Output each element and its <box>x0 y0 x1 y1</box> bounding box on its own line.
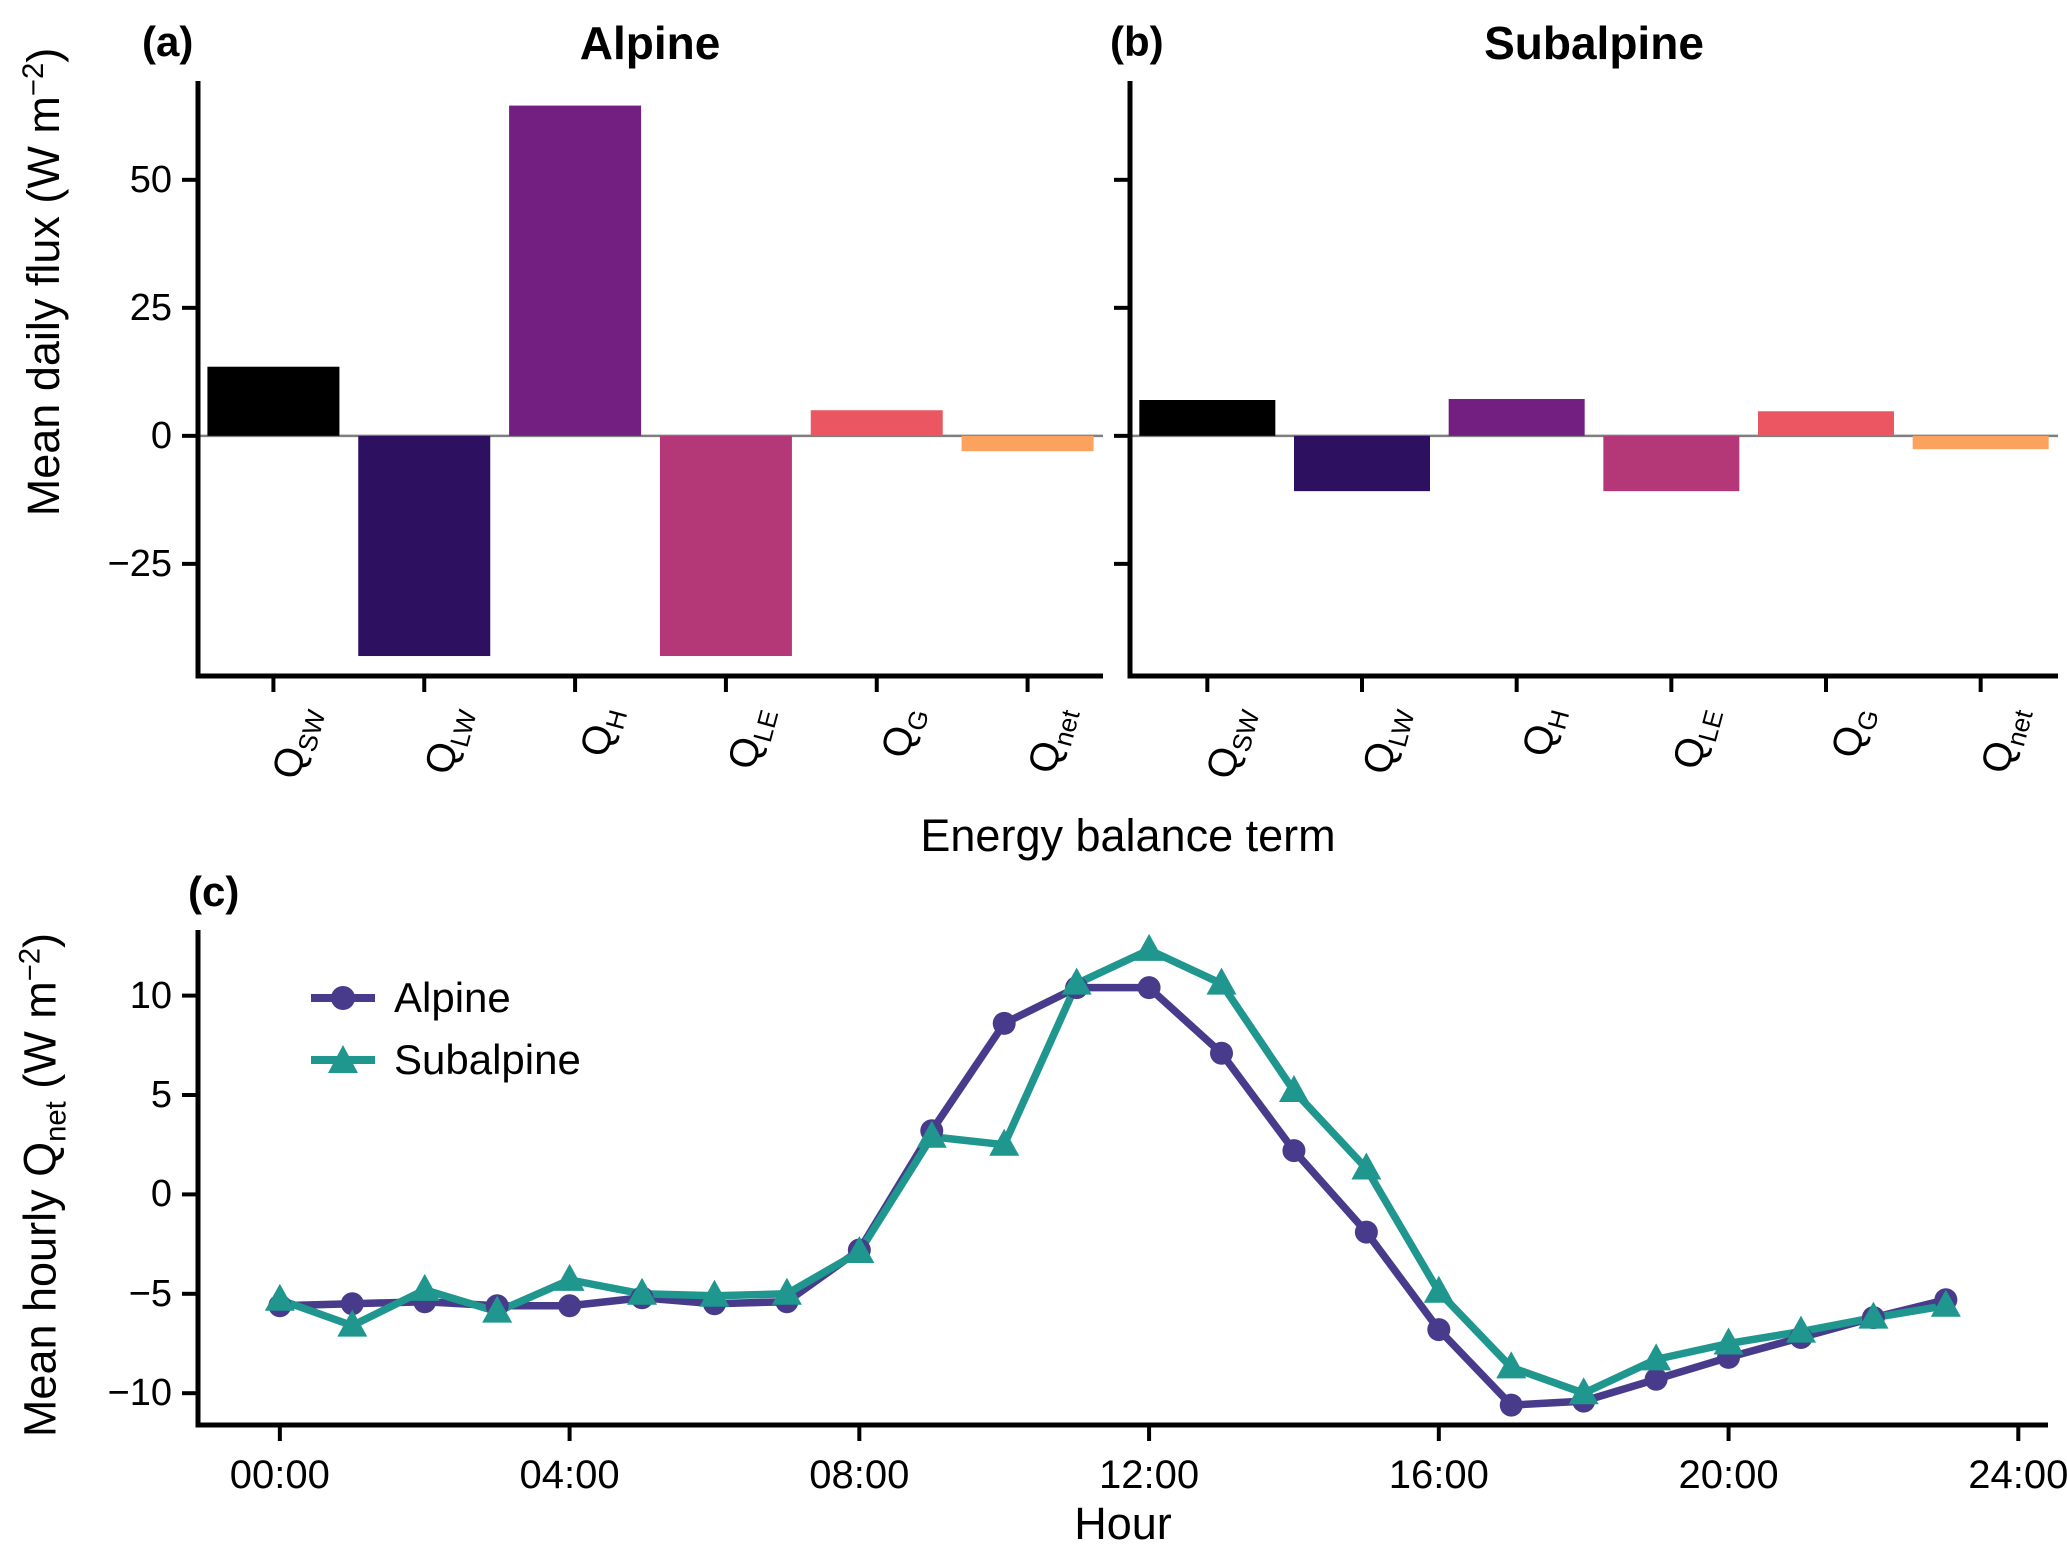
marker-alpine-h17 <box>1499 1393 1523 1417</box>
y-axis-label-hourly-qnet-units: (W m <box>14 981 66 1102</box>
panel-a-title: Alpine <box>579 17 721 69</box>
marker-subalpine-h20 <box>1713 1327 1744 1355</box>
marker-subalpine-h7 <box>771 1277 802 1305</box>
panel-c-xtick-label-12:00: 12:00 <box>1099 1453 1200 1497</box>
y-axis-label-hourly-qnet: Mean hourly Qnet (W m−2) <box>15 933 74 1437</box>
marker-subalpine-h21 <box>1785 1315 1816 1343</box>
alpine-line-circle-marker <box>311 986 375 1010</box>
panel-a-ytick-label--25: −25 <box>107 542 172 585</box>
marker-subalpine-h14 <box>1278 1075 1309 1103</box>
marker-alpine-h15 <box>1354 1220 1378 1244</box>
panel-a-ytick-label-25: 25 <box>129 286 172 329</box>
legend-label-subalpine: Subalpine <box>394 1036 581 1083</box>
marker-subalpine-h17 <box>1496 1351 1527 1379</box>
marker-alpine-h19 <box>1644 1367 1668 1391</box>
bar-panel-b-QLE <box>1603 435 1740 492</box>
bar-panel-a-QLE <box>659 435 792 657</box>
bar-panel-b-QLW <box>1294 435 1430 492</box>
marker-subalpine-h6 <box>699 1279 730 1307</box>
line-series-alpine <box>276 983 1950 1409</box>
x-axis-label-energy-balance-term: Energy balance term <box>920 810 1336 861</box>
marker-alpine-h10 <box>992 1011 1016 1035</box>
line-series-subalpine <box>276 946 1950 1397</box>
marker-subalpine-h16 <box>1423 1275 1454 1303</box>
panel-a-ytick-label-50: 50 <box>129 158 172 201</box>
marker-alpine-h13 <box>1210 1041 1234 1065</box>
marker-alpine-h14 <box>1282 1139 1306 1163</box>
panel-c-xtick-label-20:00: 20:00 <box>1678 1453 1779 1497</box>
marker-subalpine-h19 <box>1641 1343 1672 1371</box>
y-axis-label-hourly-qnet-exponent: −2 <box>14 947 47 982</box>
legend-item-alpine: Alpine <box>308 972 581 1024</box>
panel-a-letter: (a) <box>142 18 194 65</box>
marker-subalpine-h9 <box>916 1120 947 1148</box>
marker-subalpine-h4 <box>554 1263 585 1291</box>
marker-subalpine-h22 <box>1858 1301 1889 1329</box>
y-axis-label-hourly-qnet-text: Mean hourly Q <box>14 1141 66 1438</box>
marker-alpine-h1 <box>340 1292 364 1316</box>
bar-panel-b-QG <box>1758 411 1894 436</box>
marker-subalpine-h23 <box>1930 1289 1961 1317</box>
panel-c-ytick-label--10: −10 <box>107 1372 172 1415</box>
marker-subalpine-h3 <box>482 1295 513 1323</box>
bar-panel-b-Qnet <box>1912 435 2049 450</box>
marker-subalpine-h2 <box>409 1273 440 1301</box>
marker-subalpine-h1 <box>337 1309 368 1337</box>
bar-panel-a-Qnet <box>961 435 1094 452</box>
marker-subalpine-h8 <box>844 1236 875 1264</box>
y-axis-label-hourly-qnet-subscript: net <box>40 1101 73 1142</box>
marker-subalpine-h13 <box>1206 967 1237 995</box>
bar-panel-b-QSW <box>1139 400 1276 436</box>
marker-subalpine-h5 <box>627 1277 658 1305</box>
bar-panel-a-QSW <box>207 366 340 436</box>
y-axis-label-daily-flux-text: Mean daily flux (W m <box>18 96 69 517</box>
marker-subalpine-h10 <box>989 1128 1020 1156</box>
panel-c-ytick-label-5: 5 <box>150 1074 172 1116</box>
subalpine-line-triangle-marker <box>311 1045 375 1073</box>
legend-item-subalpine: Subalpine <box>308 1034 581 1086</box>
marker-alpine-h12 <box>1137 976 1161 1000</box>
panel-c-ytick-label-0: 0 <box>150 1173 172 1216</box>
panel-c-ytick-label--5: −5 <box>128 1272 172 1315</box>
bar-panel-a-QLW <box>358 435 491 657</box>
legend-label-alpine: Alpine <box>394 974 511 1021</box>
marker-subalpine-h12 <box>1134 933 1165 961</box>
marker-subalpine-h18 <box>1568 1377 1599 1405</box>
panel-a-ytick-label-0: 0 <box>150 414 172 457</box>
marker-subalpine-h11 <box>1061 967 1092 995</box>
panel-c-xtick-label-04:00: 04:00 <box>519 1453 620 1497</box>
bar-panel-a-QH <box>509 105 642 436</box>
panel-c-xtick-label-16:00: 16:00 <box>1388 1453 1489 1497</box>
y-axis-label-daily-flux: Mean daily flux (W m−2) <box>18 48 70 516</box>
x-axis-label-hour: Hour <box>1074 1498 1172 1549</box>
marker-subalpine-h0 <box>264 1283 295 1311</box>
panel-c-xtick-label-24:00: 24:00 <box>1968 1453 2067 1497</box>
marker-alpine-h16 <box>1427 1318 1451 1342</box>
bar-panel-b-QH <box>1448 398 1585 436</box>
bar-panel-a-QG <box>810 410 943 436</box>
panel-c-xtick-label-00:00: 00:00 <box>229 1453 330 1497</box>
panel-c-ytick-label-10: 10 <box>129 974 172 1017</box>
panel-c-xtick-label-08:00: 08:00 <box>809 1453 910 1497</box>
marker-alpine-h4 <box>558 1294 582 1318</box>
legend: Alpine Subalpine <box>308 972 581 1086</box>
y-axis-label-daily-flux-exponent: −2 <box>18 62 50 97</box>
panel-c-letter: (c) <box>188 868 240 915</box>
y-axis-label-hourly-qnet-close: ) <box>14 932 66 948</box>
panel-b-title: Subalpine <box>1484 17 1704 69</box>
panel-b-letter: (b) <box>1110 18 1164 65</box>
y-axis-label-daily-flux-close: ) <box>18 47 69 63</box>
marker-subalpine-h15 <box>1351 1152 1382 1180</box>
